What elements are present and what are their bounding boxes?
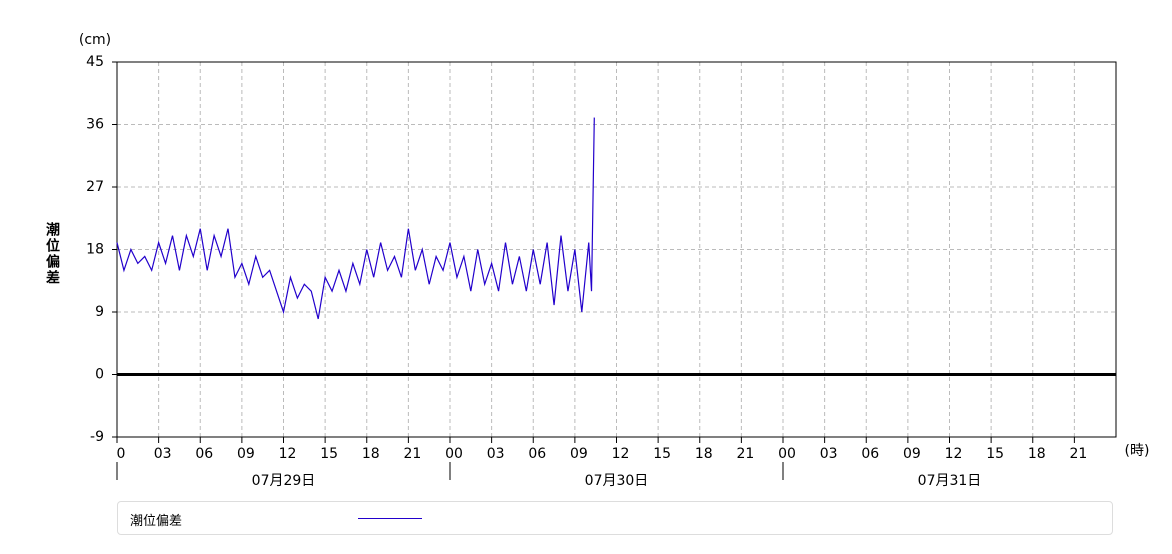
y-tick-label: 36 [86,117,104,133]
x-tick-label: 12 [945,446,963,462]
plot-frame [116,61,1117,438]
y-tick-label: 9 [95,304,104,320]
day-label: 07月30日 [585,473,649,489]
x-unit: (時) [1125,443,1150,459]
x-tick-label: 09 [903,446,921,462]
day-label: 07月31日 [918,473,982,489]
x-tick-label: 21 [1069,446,1087,462]
x-tick-label: 09 [570,446,588,462]
x-tick-label: 15 [320,446,338,462]
legend-label: 潮位偏差 [130,514,183,529]
x-tick-label: 18 [695,446,713,462]
y-axis-title: 潮位偏差 [44,221,60,286]
x-tick-label: 03 [154,446,172,462]
y-tick-label: 27 [86,179,104,195]
x-tick-label: 15 [986,446,1004,462]
legend: 潮位偏差 [117,501,1113,535]
x-tick-label: 03 [487,446,505,462]
x-tick-label: 00 [445,446,463,462]
y-tick-label: 18 [86,242,104,258]
x-tick-label: 03 [820,446,838,462]
y-tick-label: -9 [90,429,104,445]
y-unit: (cm) [79,32,111,48]
x-tick-label: 21 [403,446,421,462]
x-tick-label: 0 [117,446,126,462]
x-tick-label: 06 [195,446,213,462]
data-line [116,117,595,320]
day-label: 07月29日 [252,473,316,489]
x-tick-label: 06 [861,446,879,462]
x-tick-label: 00 [778,446,796,462]
legend-swatch [358,518,422,519]
x-tick-label: 06 [528,446,546,462]
x-tick-label: 12 [612,446,630,462]
y-tick-label: 45 [86,54,104,70]
x-tick-label: 21 [736,446,754,462]
x-tick-label: 18 [1028,446,1046,462]
x-tick-label: 12 [279,446,297,462]
x-tick-label: 15 [653,446,671,462]
x-tick-label: 18 [362,446,380,462]
x-tick-label: 09 [237,446,255,462]
y-tick-label: 0 [95,367,104,383]
